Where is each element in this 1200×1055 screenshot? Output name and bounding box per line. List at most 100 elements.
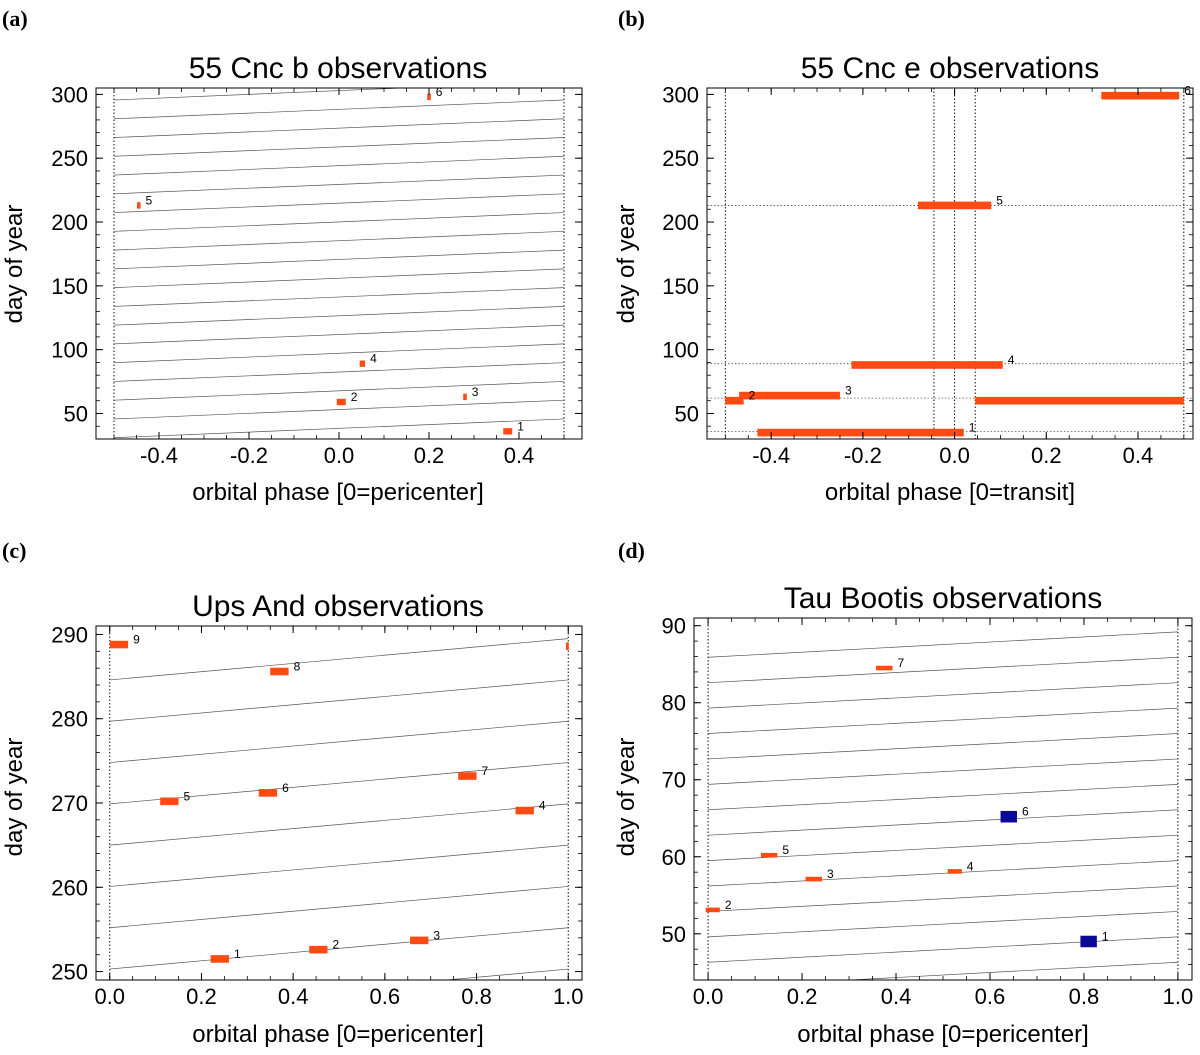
phase-track-line	[113, 287, 565, 307]
plot-inner	[705, 618, 1179, 980]
observation-marker	[1101, 91, 1180, 100]
observation-label: 6	[1022, 805, 1029, 819]
panel-d-x-axis-label: orbital phase [0=pericenter]	[797, 1021, 1089, 1048]
x-tick-label: 0.0	[94, 984, 125, 1009]
phase-track-line	[708, 936, 1178, 963]
panel-c-y-axis-label: day of year	[1, 738, 28, 857]
panel-a-y-axis-label: day of year	[1, 205, 28, 324]
plot-inner	[113, 88, 565, 439]
panel-b-y-axis-label: day of year	[613, 205, 640, 324]
y-tick-label: 300	[662, 82, 699, 107]
y-tick-label: 50	[675, 401, 699, 426]
y-tick-label: 150	[51, 274, 88, 299]
observation-label: 9	[133, 633, 140, 647]
observation-label: 5	[996, 193, 1003, 207]
y-tick-label: 60	[662, 845, 686, 870]
y-tick-label: 250	[662, 146, 699, 171]
x-tick-label: 0.2	[414, 443, 445, 468]
phase-track-line	[113, 343, 565, 364]
phase-track-line	[708, 834, 1178, 861]
observation-marker	[975, 396, 1184, 405]
y-tick-label: 250	[51, 146, 88, 171]
plot-inner	[109, 626, 569, 980]
phase-track-line	[109, 927, 569, 970]
x-tick-label: 1.0	[553, 984, 584, 1009]
observation-label: 4	[1008, 353, 1015, 367]
phase-track-line	[113, 399, 565, 420]
x-tick-label: 0.6	[975, 984, 1006, 1009]
x-tick-label: 0.2	[186, 984, 217, 1009]
x-tick-label: -0.4	[140, 443, 178, 468]
observation-label: 4	[539, 799, 546, 813]
plot-frame	[693, 617, 1193, 981]
panel-b-plot-area: 1 2 3 4 5 6 -0.4 -0.2 0.0 0.2 0.4 50 100 150 200 250 300	[662, 82, 1194, 468]
phase-track-line	[113, 418, 565, 439]
y-tick-label: 270	[51, 791, 88, 816]
x-tick-label: 0.2	[787, 984, 818, 1009]
x-tick-label: 0.2	[1031, 443, 1062, 468]
phase-track-line	[113, 155, 565, 176]
observation-marker	[515, 806, 534, 815]
panel-d-label: (d)	[618, 538, 645, 563]
plot-frame	[95, 87, 583, 440]
y-tick-label: 200	[662, 210, 699, 235]
phase-track-line	[109, 720, 569, 763]
x-tick-label: 1.0	[1163, 984, 1194, 1009]
observation-marker	[705, 907, 720, 913]
observation-marker	[503, 428, 513, 435]
observation-label: 3	[827, 867, 834, 881]
observation-marker	[458, 772, 477, 780]
y-tick-label: 70	[662, 768, 686, 793]
phase-track-line	[843, 961, 1178, 980]
y-tick-label: 260	[51, 875, 88, 900]
panel-c-x-axis-label: orbital phase [0=pericenter]	[192, 1021, 484, 1048]
observation-marker	[917, 201, 992, 210]
x-tick-label: -0.4	[752, 443, 790, 468]
observation-marker	[739, 391, 840, 400]
panel-a-plot-area: 1 2 3 4 5 6 -0.4 -0.2 0.0 0.2 0.4 50 100 150 200 250 300	[51, 82, 583, 468]
phase-track-line	[113, 249, 565, 270]
phase-track-line	[708, 707, 1178, 734]
observation-marker	[1080, 935, 1097, 948]
phase-track-line	[113, 324, 565, 345]
observation-marker	[1000, 810, 1017, 823]
phase-track-line	[113, 99, 565, 120]
y-tick-label: 280	[51, 707, 88, 732]
observation-label: 2	[725, 898, 732, 912]
x-tick-label: 0.8	[461, 984, 492, 1009]
phase-track-line	[109, 803, 569, 846]
panel-d-plot-area: 1 2 3 4 5 6 7 0.0 0.2 0.4 0.6 0.8 1.0 50 60 70 80 90	[662, 614, 1194, 1009]
observation-label: 5	[184, 789, 191, 803]
phase-track-line	[442, 968, 569, 980]
y-tick-label: 100	[51, 338, 88, 363]
observation-label: 3	[845, 384, 852, 398]
observation-label: 7	[482, 764, 489, 778]
observation-label: 4	[967, 859, 974, 873]
plot-frame	[706, 87, 1194, 440]
observation-marker	[160, 797, 179, 806]
observation-label: 2	[333, 938, 340, 952]
x-tick-label: 0.6	[370, 984, 401, 1009]
observation-marker	[210, 955, 229, 963]
phase-track-line	[708, 784, 1178, 811]
panel-d-y-axis-label: day of year	[613, 738, 640, 857]
panel-b: (b) 55 Cnc e observations orbital phase …	[613, 6, 1194, 506]
observation-marker	[760, 852, 778, 858]
y-tick-label: 100	[662, 338, 699, 363]
phase-track-line	[708, 682, 1178, 709]
panel-a-title: 55 Cnc b observations	[189, 52, 488, 85]
observation-label: 5	[146, 193, 153, 207]
phase-track-line	[708, 809, 1178, 836]
phase-track-line	[708, 911, 1178, 938]
phase-track-line	[113, 230, 565, 251]
observation-label: 7	[897, 656, 904, 670]
x-tick-label: 0.4	[278, 984, 309, 1009]
panel-b-label: (b)	[618, 6, 645, 31]
y-tick-label: 150	[662, 274, 699, 299]
observation-label: 4	[370, 352, 377, 366]
y-tick-label: 200	[51, 210, 88, 235]
panel-c-label: (c)	[2, 538, 26, 563]
observation-label: 6	[282, 781, 289, 795]
observation-label: 6	[1184, 84, 1191, 98]
observation-label: 1	[234, 947, 241, 961]
